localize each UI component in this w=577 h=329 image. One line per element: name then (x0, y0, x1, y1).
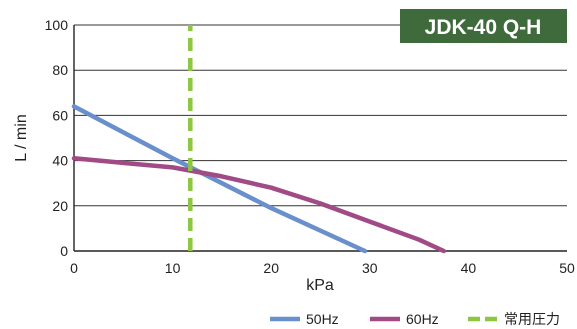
y-axis-ticks: 0 20 40 60 80 100 (45, 17, 69, 259)
y-axis-label: L / min (13, 114, 30, 161)
x-tick-label: 20 (263, 260, 279, 276)
x-tick-label: 0 (70, 260, 78, 276)
y-tick-label: 60 (52, 107, 68, 123)
y-tick-label: 40 (52, 153, 68, 169)
x-axis-label: kPa (306, 277, 334, 294)
y-tick-label: 0 (60, 243, 68, 259)
title-background (400, 9, 567, 43)
x-tick-label: 10 (165, 260, 181, 276)
chart-title: JDK-40 Q-H (425, 16, 542, 39)
y-tick-label: 80 (52, 62, 68, 78)
x-tick-label: 30 (362, 260, 378, 276)
series-layer (71, 25, 447, 254)
series-line-1 (71, 156, 447, 254)
series-line-0 (71, 104, 368, 254)
x-tick-label: 50 (559, 260, 575, 276)
y-tick-label: 20 (52, 198, 68, 214)
x-tick-label: 40 (461, 260, 477, 276)
legend-label-0: 50Hz (306, 311, 339, 327)
legend-label-2: 常用圧力 (504, 311, 560, 327)
grid (73, 24, 567, 252)
x-axis-ticks: 0 10 20 30 40 50 (70, 260, 575, 276)
legend-label-1: 60Hz (406, 311, 439, 327)
chart-title-badge: JDK-40 Q-H (400, 9, 567, 43)
legend: 50Hz 60Hz 常用圧力 (270, 311, 560, 327)
y-tick-label: 100 (45, 17, 69, 33)
